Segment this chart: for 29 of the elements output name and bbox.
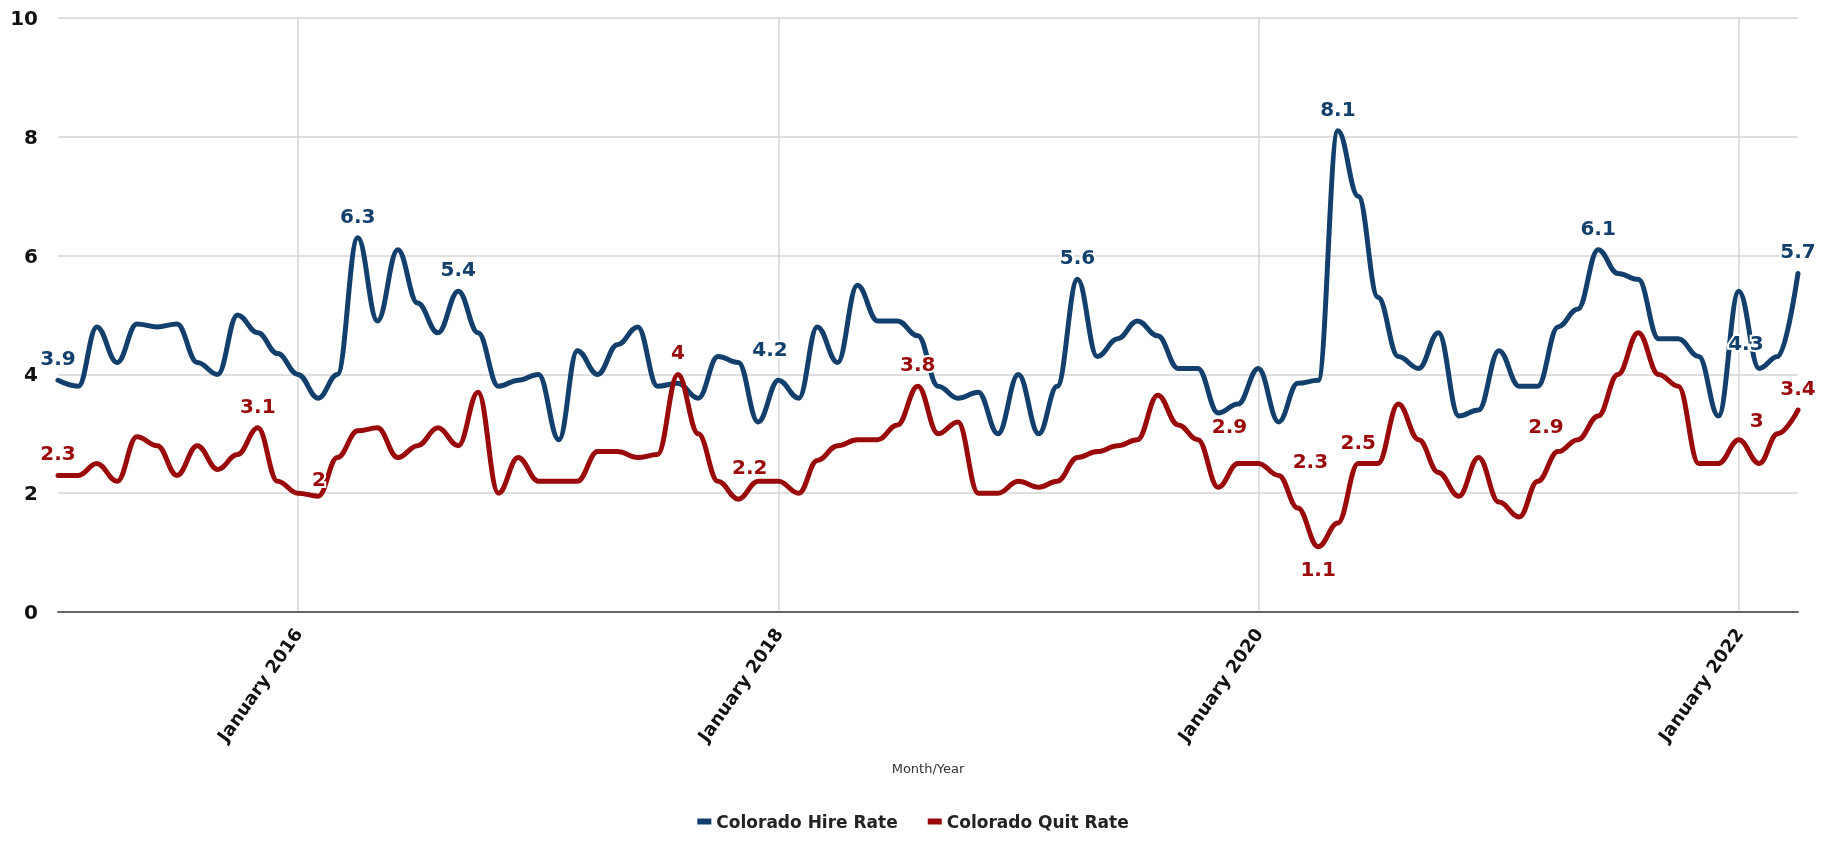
data-label: 4 xyxy=(670,340,685,365)
y-tick-label: 6 xyxy=(24,243,38,268)
data-label: 3.1 xyxy=(240,393,276,418)
data-label: 2.3 xyxy=(1292,449,1329,474)
data-label: 2.9 xyxy=(1211,413,1248,438)
y-tick-label: 8 xyxy=(24,124,38,149)
legend-label: Colorado Quit Rate xyxy=(946,811,1129,832)
data-label: 2.9 xyxy=(1528,413,1564,438)
data-label: 6.3 xyxy=(340,203,376,228)
y-tick-label: 0 xyxy=(24,600,38,624)
y-tick-label: 4 xyxy=(24,362,38,387)
data-label: 3.4 xyxy=(1780,376,1816,401)
data-label: 5.7 xyxy=(1780,239,1816,264)
data-label: 3 xyxy=(1749,407,1764,432)
x-axis-title: Month/Year xyxy=(891,761,965,776)
data-label: 8.1 xyxy=(1320,96,1356,121)
data-label: 2.2 xyxy=(731,455,768,480)
data-label: 6.1 xyxy=(1580,215,1616,240)
data-label: 2.3 xyxy=(40,441,76,466)
data-label: 5.4 xyxy=(440,257,477,282)
data-label: 1.1 xyxy=(1300,556,1336,581)
legend-label: Colorado Hire Rate xyxy=(716,811,898,832)
data-label: 2.5 xyxy=(1340,429,1376,454)
y-tick-label: 10 xyxy=(10,6,38,30)
data-label: 3.9 xyxy=(40,346,76,371)
data-label: 4.2 xyxy=(752,336,788,361)
data-label: 2 xyxy=(311,467,326,492)
data-label: 5.6 xyxy=(1059,245,1096,270)
y-tick-label: 2 xyxy=(24,481,38,506)
